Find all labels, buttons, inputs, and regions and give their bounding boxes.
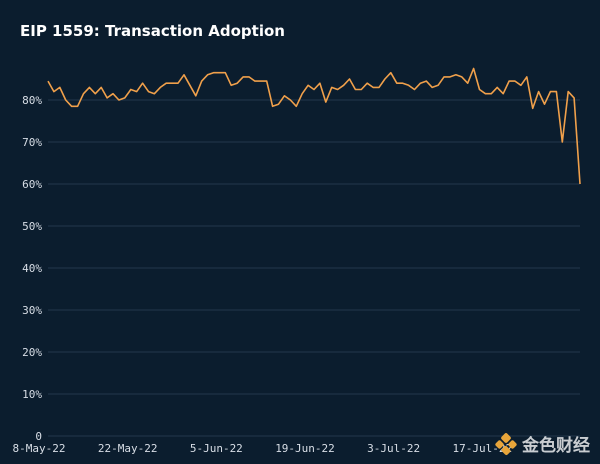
y-tick-label: 20% [22,346,42,359]
y-axis-ticks: 0 10% 20% 30% 40% 50% 60% 70% 80% [22,94,42,443]
y-tick-label: 10% [22,388,42,401]
watermark-text: 金色财经 [522,436,590,456]
y-tick-label: 0 [35,430,42,443]
y-tick-label: 70% [22,136,42,149]
watermark: 金色财经 [494,431,590,456]
y-tick-label: 50% [22,220,42,233]
y-tick-label: 60% [22,178,42,191]
x-tick-label: 3-Jul-22 [367,442,420,455]
x-tick-label: 19-Jun-22 [275,442,335,455]
watermark-logo-icon [494,431,518,456]
grid-lines [48,99,580,437]
y-tick-label: 30% [22,304,42,317]
x-tick-label: 8-May-22 [13,442,66,455]
x-tick-label: 22-May-22 [98,442,158,455]
x-tick-label: 5-Jun-22 [190,442,243,455]
y-tick-label: 80% [22,94,42,107]
series-line [47,67,581,185]
x-axis-ticks: 8-May-22 22-May-22 5-Jun-22 19-Jun-22 3-Jul-… [13,442,513,455]
chart-title: EIP 1559: Transaction Adoption [20,22,285,40]
y-tick-label: 40% [22,262,42,275]
series-layer [47,67,581,185]
